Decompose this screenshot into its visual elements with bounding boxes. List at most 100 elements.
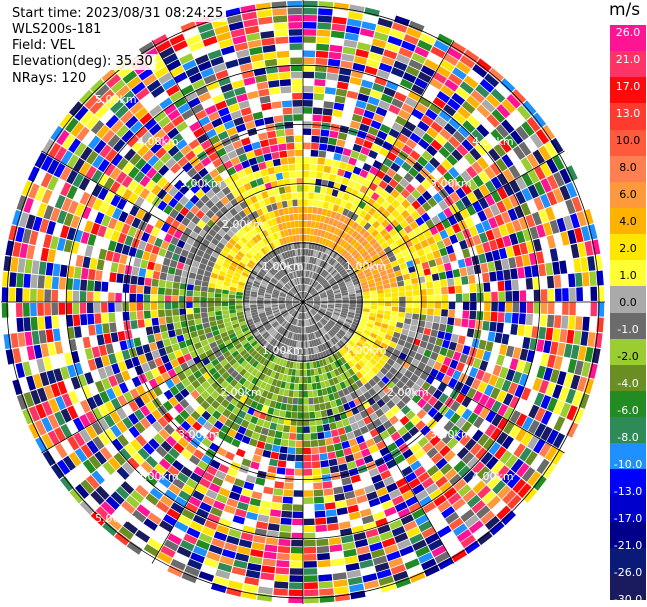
ppi-gate xyxy=(267,261,274,268)
ppi-gate xyxy=(243,289,251,294)
ppi-gate xyxy=(446,437,459,450)
ppi-gate xyxy=(369,428,380,438)
ppi-gate xyxy=(256,242,263,250)
ppi-gate xyxy=(368,336,376,343)
ppi-gate xyxy=(494,377,505,390)
ppi-gate xyxy=(287,331,292,339)
ppi-gate xyxy=(276,467,286,475)
ppi-gate xyxy=(383,233,392,241)
ppi-gate xyxy=(303,178,309,185)
ppi-gate xyxy=(101,129,115,144)
ppi-gate xyxy=(294,469,303,476)
ppi-gate xyxy=(336,507,348,516)
ppi-gate xyxy=(149,487,163,500)
ppi-gate xyxy=(187,319,195,327)
ppi-gate xyxy=(271,277,278,283)
ppi-gate xyxy=(561,315,569,329)
ppi-gate xyxy=(289,280,294,287)
ppi-gate xyxy=(253,148,263,157)
ppi-gate xyxy=(364,484,376,494)
ppi-gate xyxy=(370,302,378,306)
ppi-gate xyxy=(108,312,116,323)
ppi-gate xyxy=(186,34,202,46)
ppi-gate xyxy=(497,280,505,291)
ppi-gate xyxy=(339,316,346,321)
ppi-gate xyxy=(196,249,205,258)
ppi-gate xyxy=(94,380,105,393)
ppi-gate xyxy=(200,204,210,214)
ppi-gate xyxy=(506,94,521,109)
ppi-gate xyxy=(258,312,266,317)
ppi-gate xyxy=(128,166,140,179)
ppi-gate xyxy=(354,413,363,422)
ppi-gate xyxy=(426,465,439,477)
ppi-gate xyxy=(214,297,221,302)
ppi-gate xyxy=(509,179,521,194)
ppi-gate xyxy=(552,384,563,399)
ppi-gate xyxy=(189,246,199,255)
ppi-gate xyxy=(261,281,268,286)
ppi-gate xyxy=(461,421,473,433)
ppi-gate xyxy=(174,521,189,533)
ppi-gate xyxy=(448,377,458,389)
ppi-gate xyxy=(260,283,267,288)
ppi-gate xyxy=(395,577,411,589)
ppi-gate xyxy=(419,308,427,315)
ppi-gate xyxy=(191,215,201,225)
ppi-gate xyxy=(255,217,263,225)
ppi-gate xyxy=(254,225,262,234)
ppi-gate xyxy=(328,217,335,226)
ppi-gate xyxy=(342,294,349,298)
ppi-gate xyxy=(403,34,419,46)
ppi-gate xyxy=(226,535,240,545)
ppi-gate xyxy=(258,231,266,240)
ppi-gate xyxy=(424,274,433,283)
ppi-gate xyxy=(158,164,170,176)
ppi-gate xyxy=(330,370,337,378)
ppi-gate xyxy=(372,393,381,402)
ppi-gate xyxy=(285,303,292,305)
ppi-gate xyxy=(380,582,397,593)
ppi-gate xyxy=(318,574,333,582)
ppi-gate xyxy=(443,420,455,432)
ppi-gate xyxy=(307,285,311,292)
ppi-gate xyxy=(290,317,295,324)
ppi-gate xyxy=(207,307,215,312)
ppi-gate xyxy=(547,314,555,328)
ppi-gate xyxy=(375,317,383,323)
ppi-gate xyxy=(242,114,254,123)
ppi-gate xyxy=(230,198,239,207)
ppi-gate xyxy=(478,197,489,210)
ppi-gate xyxy=(278,335,284,342)
ppi-gate xyxy=(317,311,324,317)
ppi-gate xyxy=(285,303,293,306)
ppi-gate xyxy=(228,528,242,539)
ppi-gate xyxy=(283,330,289,337)
ppi-gate xyxy=(395,214,405,224)
ppi-gate xyxy=(98,432,111,446)
ppi-gate xyxy=(158,347,167,357)
ppi-gate xyxy=(108,302,115,313)
ppi-gate xyxy=(453,479,467,492)
ppi-gate xyxy=(225,96,238,107)
ppi-gate xyxy=(347,360,355,368)
ppi-gate xyxy=(211,537,225,549)
ppi-gate xyxy=(253,342,260,350)
ppi-gate xyxy=(250,53,264,63)
ppi-gate xyxy=(454,429,466,442)
ppi-gate xyxy=(277,546,291,554)
ppi-gate xyxy=(314,282,320,289)
ppi-gate xyxy=(245,316,252,321)
ppi-gate xyxy=(319,337,324,344)
ppi-gate xyxy=(312,361,317,369)
ppi-gate xyxy=(163,423,175,435)
ppi-gate xyxy=(388,228,398,237)
ppi-gate xyxy=(276,560,290,568)
ppi-gate xyxy=(186,290,194,297)
ppi-gate xyxy=(26,375,36,391)
ppi-gate xyxy=(381,274,389,281)
ppi-gate xyxy=(107,240,117,252)
ppi-gate xyxy=(326,516,338,524)
ppi-gate xyxy=(306,362,310,369)
ppi-gate xyxy=(271,218,278,226)
